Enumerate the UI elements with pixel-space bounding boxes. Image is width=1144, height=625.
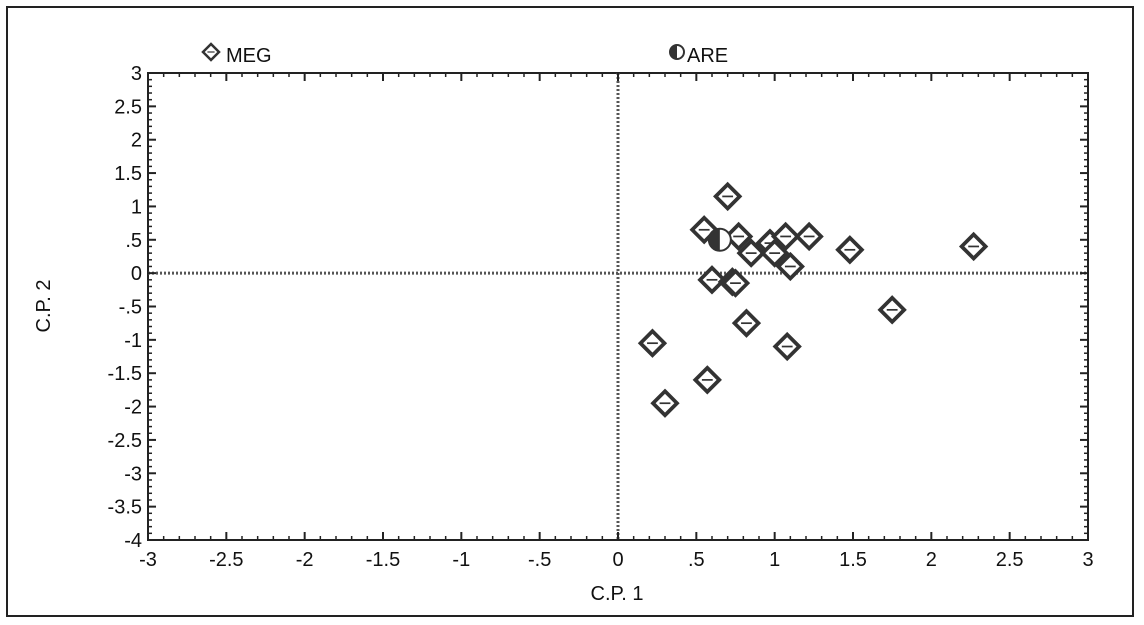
- x-tick-label: -2.5: [209, 549, 243, 571]
- y-tick-label: 2: [131, 130, 142, 152]
- data-point-meg: [650, 388, 680, 418]
- x-tick-label: .5: [688, 549, 705, 571]
- data-point-meg: [958, 231, 989, 262]
- data-point-meg: [760, 238, 790, 268]
- x-axis-title: C.P. 1: [591, 583, 644, 605]
- data-point-meg: [723, 221, 754, 252]
- y-tick-label: -3.5: [108, 497, 142, 519]
- reference-lines: [148, 73, 1088, 540]
- y-axis-ticks: 32.521.51.50-.5-1-1.5-2-2.5-3-3.5-4: [108, 63, 1088, 552]
- x-axis-ticks: -3 -2.5 -2 -1.5 -1 -.5 0 .5 1 1.5 2 2.5 3: [139, 73, 1094, 571]
- y-tick-label: -3: [124, 463, 142, 485]
- data-point-meg: [835, 235, 865, 265]
- legend-are-half-circle-icon: [669, 44, 685, 60]
- x-tick-label: 0: [612, 549, 623, 571]
- legend-meg-diamond-icon: [201, 42, 221, 62]
- data-point-meg: [713, 181, 743, 212]
- legend-are-half-circle-mark: [669, 44, 685, 60]
- legend-label-are: ARE: [687, 45, 728, 67]
- x-tick-label: -1.5: [366, 549, 400, 571]
- y-tick-label: 3: [131, 63, 142, 85]
- y-tick-label: -.5: [119, 297, 142, 319]
- y-tick-label: -1: [124, 330, 142, 352]
- legend-label-meg: MEG: [226, 45, 272, 67]
- y-tick-label: .5: [125, 230, 142, 252]
- data-point-meg: [731, 308, 762, 338]
- y-tick-label: -4: [124, 530, 142, 552]
- data-point-meg: [692, 365, 722, 395]
- x-tick-label: -1: [452, 549, 470, 571]
- y-tick-label: 2.5: [114, 96, 142, 118]
- legend-meg-diamond-mark: [201, 42, 221, 62]
- y-tick-label: -2: [124, 397, 142, 419]
- data-point-meg: [720, 268, 751, 298]
- y-tick-label: -1.5: [108, 363, 142, 385]
- data-point-meg: [775, 251, 805, 282]
- data-point-meg: [736, 238, 766, 268]
- y-tick-label: 0: [131, 263, 142, 285]
- x-tick-label: 2.5: [996, 549, 1024, 571]
- data-point-are: [707, 227, 732, 252]
- data-point-meg: [637, 328, 668, 358]
- x-tick-label: 2: [926, 549, 937, 571]
- x-tick-label: -3: [139, 549, 157, 571]
- x-tick-label: 1.5: [839, 549, 867, 571]
- legend-entry-meg: MEG: [201, 42, 272, 67]
- y-tick-label: 1: [131, 196, 142, 218]
- data-points: [637, 181, 989, 418]
- chart-frame: [6, 6, 1134, 617]
- data-point-meg: [877, 295, 907, 325]
- y-tick-label: 1.5: [114, 163, 142, 185]
- legend-entry-are: ARE: [669, 44, 728, 67]
- x-tick-label: 1: [769, 549, 780, 571]
- legend: MEG ARE: [201, 42, 728, 67]
- x-tick-label: -2: [296, 549, 314, 571]
- data-point-meg: [794, 221, 824, 252]
- y-axis-title: C.P. 2: [33, 280, 55, 333]
- x-tick-label: -.5: [528, 549, 551, 571]
- data-point-meg: [697, 265, 727, 295]
- y-tick-label: -2.5: [108, 430, 142, 452]
- data-point-meg: [770, 221, 801, 252]
- data-point-meg: [772, 331, 802, 362]
- x-tick-label: 3: [1082, 549, 1093, 571]
